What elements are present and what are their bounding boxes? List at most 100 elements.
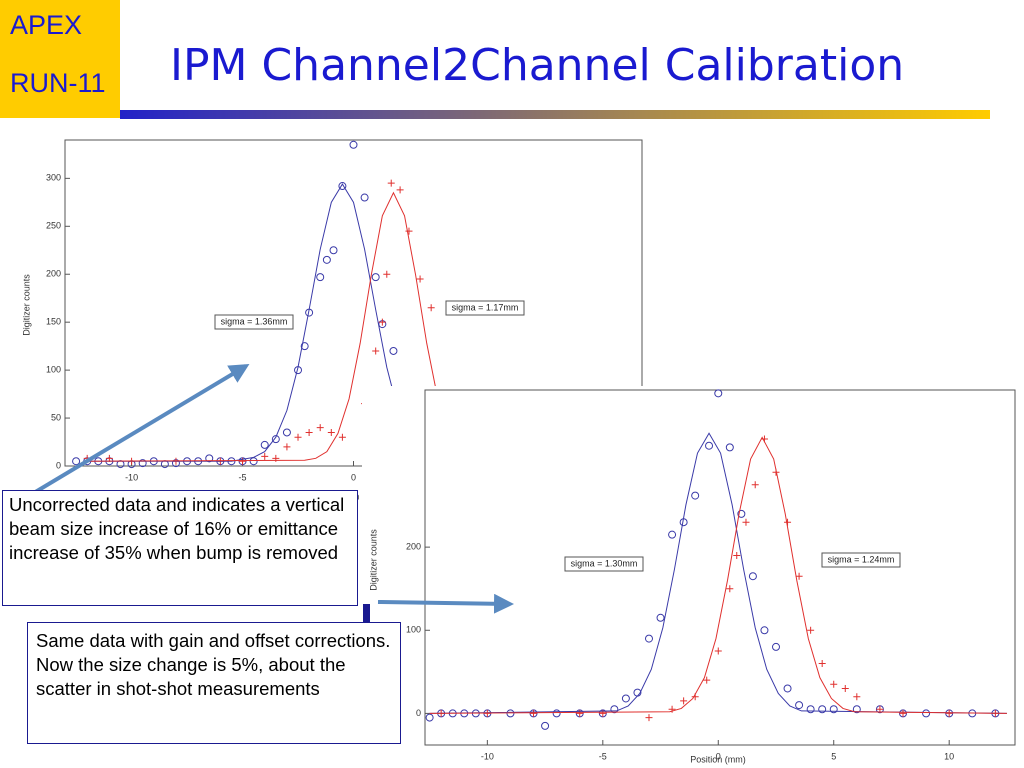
annotation: sigma = 1.17mm (452, 302, 519, 312)
data-point (714, 647, 722, 655)
data-point (322, 255, 331, 264)
data-point (305, 428, 313, 436)
data-point (853, 693, 861, 701)
badge-line: RUN-11 (10, 68, 106, 98)
data-point (760, 626, 769, 635)
data-point (427, 304, 435, 312)
y-tick-label: 200 (406, 542, 421, 552)
data-point (733, 551, 741, 559)
y-tick-label: 200 (46, 269, 61, 279)
data-point (691, 491, 700, 500)
y-axis-label: Digitizer counts (21, 274, 31, 336)
data-point (610, 705, 619, 714)
arrow (377, 593, 514, 614)
annotation-box (214, 314, 294, 330)
data-point (705, 441, 714, 450)
y-tick-label: 150 (46, 317, 61, 327)
data-point (945, 709, 953, 717)
x-tick-label: 10 (944, 751, 954, 761)
data-point (316, 273, 325, 282)
slide-title: IPM Channel2Channel Calibration (170, 40, 905, 91)
x-tick-label: -5 (239, 472, 247, 482)
data-point (703, 676, 711, 684)
data-point (656, 613, 665, 622)
annotation: sigma = 1.36mm (221, 316, 288, 326)
data-point (751, 481, 759, 489)
data-point (830, 680, 838, 688)
data-point (552, 709, 561, 718)
callout: Uncorrected data and indicates a vertica… (2, 490, 358, 606)
x-tick-label: -10 (481, 751, 494, 761)
data-point (360, 193, 369, 202)
data-point (338, 433, 346, 441)
data-point (372, 347, 380, 355)
data-point (645, 714, 653, 722)
x-tick-label: 0 (716, 751, 721, 761)
y-tick-label: 100 (406, 625, 421, 635)
data-point (261, 452, 269, 460)
x-tick-label: 0 (351, 472, 356, 482)
data-point (737, 509, 746, 518)
data-point (829, 705, 838, 714)
y-tick-label: 50 (51, 412, 61, 422)
badge: APEX RUN-11 (0, 0, 120, 118)
data-point (378, 318, 386, 326)
data-point (338, 182, 347, 191)
arrow (20, 363, 250, 502)
data-point (389, 346, 398, 355)
data-point (644, 634, 653, 643)
data-point (260, 440, 269, 449)
data-point (841, 684, 849, 692)
data-point (329, 246, 338, 255)
data-point (714, 389, 723, 398)
data-point (541, 721, 550, 730)
data-point (387, 179, 395, 187)
data-point (807, 626, 815, 634)
y-tick-label: 300 (46, 173, 61, 183)
annotation-box (821, 552, 901, 568)
data-point (282, 428, 291, 437)
x-tick-label: -5 (599, 751, 607, 761)
annotation: sigma = 1.24mm (828, 554, 895, 564)
badge-line: APEX (10, 10, 83, 40)
data-point (680, 697, 688, 705)
data-point (795, 701, 804, 710)
data-point (294, 433, 302, 441)
data-point (530, 709, 538, 717)
annotation-box (564, 556, 644, 572)
y-tick-label: 100 (46, 364, 61, 374)
data-point (725, 443, 734, 452)
callout: Same data with gain and offset correctio… (27, 622, 401, 744)
data-point (852, 705, 861, 714)
data-point (818, 705, 827, 714)
data-point (726, 585, 734, 593)
data-point (506, 709, 515, 718)
y-tick-label: 250 (46, 221, 61, 231)
data-point (621, 694, 630, 703)
data-point (205, 454, 214, 463)
annotation: sigma = 1.30mm (571, 558, 638, 568)
data-point (300, 342, 309, 351)
y-axis-label: Digitizer counts (368, 529, 378, 591)
data-point (271, 435, 280, 444)
fit-line (429, 436, 1007, 714)
data-point (795, 572, 803, 580)
data-point (899, 709, 907, 717)
chart-background (362, 386, 1024, 768)
data-point (771, 642, 780, 651)
data-point (668, 530, 677, 539)
data-point (316, 424, 324, 432)
x-axis-label: Position (mm) (690, 754, 746, 764)
title-underline (120, 110, 990, 119)
x-tick-label: -10 (125, 472, 138, 482)
annotation-box (445, 300, 525, 316)
data-point (416, 275, 424, 283)
fit-line (429, 432, 1007, 714)
data-point (806, 705, 815, 714)
data-point (138, 459, 147, 468)
data-point (425, 713, 434, 722)
data-point (327, 428, 335, 436)
data-point (742, 518, 750, 526)
y-tick-label: 0 (56, 460, 61, 470)
